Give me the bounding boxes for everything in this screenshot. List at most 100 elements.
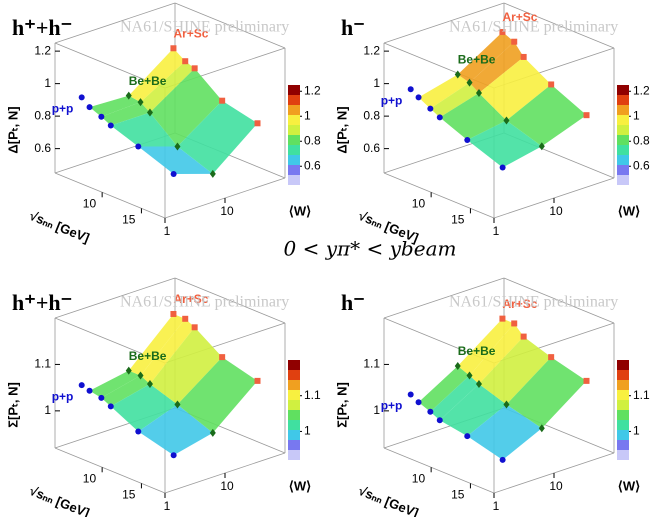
colorbar-tick-label: 0.6 <box>304 158 321 172</box>
surface-cell <box>177 357 258 433</box>
colorbar-band <box>617 410 629 420</box>
series-label: Ar+Sc <box>173 292 208 306</box>
colorbar-tick-label: 1.2 <box>304 83 321 97</box>
surface-cell <box>418 366 470 412</box>
panel-title: h⁻ <box>341 15 365 40</box>
colorbar-band <box>288 400 300 410</box>
x-tick-label: 10 <box>83 471 97 485</box>
surface-cell <box>457 318 515 376</box>
w-tick-label: 1 <box>493 224 500 238</box>
colorbar-band <box>617 135 629 145</box>
point <box>219 354 226 361</box>
z-tick-label: 1.1 <box>363 357 380 371</box>
colorbar-band <box>288 85 300 95</box>
colorbar-band <box>617 125 629 135</box>
colorbar-band <box>617 430 629 440</box>
rapidity-range: 0 < yπ* < ybeam <box>284 237 457 261</box>
point <box>464 137 471 144</box>
colorbar-tick-label: 1.1 <box>633 388 650 402</box>
series-label: Be+Be <box>129 349 167 363</box>
colorbar-tick-label: 1 <box>633 108 640 122</box>
colorbar-band <box>617 105 629 115</box>
point <box>146 108 153 117</box>
watermark: NA61/SHINE preliminary <box>120 19 289 36</box>
point <box>436 114 443 121</box>
point <box>511 320 518 327</box>
colorbar-tick-label: 1 <box>304 424 311 438</box>
cube-edge <box>174 277 286 324</box>
point <box>170 452 177 459</box>
x-tick-label: 15 <box>451 488 465 502</box>
z-tick-label: 0.6 <box>363 141 380 155</box>
panel: 1 1 1.1 1.1 10 15 1 10 p+p Be+Be Ar+Sc h⁻ NA61/SHINE… <box>334 277 650 517</box>
surface-cell <box>439 383 507 437</box>
z-axis-label: Σ[Pₜ, N] <box>5 382 20 428</box>
point <box>254 377 261 384</box>
surface-cell <box>430 375 479 421</box>
w-axis-label: ⟨W⟩ <box>289 203 311 218</box>
z-tick-label: 1 <box>373 76 380 90</box>
surface-cell <box>101 375 150 407</box>
series-label: p+p <box>52 389 74 403</box>
surface-cell <box>101 102 150 126</box>
colorbar-tick-label: 1.1 <box>304 388 321 402</box>
point <box>503 116 510 125</box>
colorbar-tick-label: 1.2 <box>633 83 650 97</box>
colorbar-band <box>617 370 629 380</box>
panel: 0.6 0.6 0.8 0.8 1 1 1.2 1.2 10 15 1 10 p+p Be+Be Ar+Sc… <box>334 2 650 246</box>
series-label: Be+Be <box>458 53 496 67</box>
point <box>538 424 545 433</box>
point <box>427 408 434 415</box>
point <box>499 29 506 36</box>
point <box>520 53 527 60</box>
cube-edge <box>174 2 286 49</box>
colorbar-band <box>617 440 629 450</box>
z-tick-label: 1 <box>44 76 51 90</box>
colorbar-tick-label: 0.8 <box>304 133 321 147</box>
point <box>520 333 527 340</box>
point <box>475 379 482 388</box>
colorbar-band <box>288 145 300 155</box>
colorbar-band <box>288 95 300 105</box>
series-label: Ar+Sc <box>502 10 537 24</box>
x-tick-label: 15 <box>451 213 465 227</box>
series-label: Be+Be <box>458 344 496 358</box>
colorbar-band <box>617 85 629 95</box>
w-tick-label: 10 <box>220 204 234 218</box>
z-axis-label: Δ[Pₜ, N] <box>334 106 349 153</box>
colorbar-band <box>288 360 300 370</box>
surface-cell <box>128 48 186 103</box>
point <box>98 394 105 401</box>
x-axis-label: √sₙₙ [GeV] <box>357 483 421 517</box>
series-label: p+p <box>381 399 403 413</box>
point <box>219 97 226 104</box>
point <box>78 382 85 389</box>
point <box>427 105 434 112</box>
point <box>407 391 414 398</box>
surface-cell <box>89 95 141 117</box>
w-axis-label: ⟨W⟩ <box>289 478 311 493</box>
point <box>548 354 555 361</box>
point <box>415 94 422 101</box>
point <box>107 122 114 129</box>
colorbar-tick-label: 0.6 <box>633 158 650 172</box>
cube-edge <box>54 277 176 319</box>
point <box>135 428 142 435</box>
point <box>170 310 177 317</box>
cube-edge <box>54 2 176 44</box>
surface-cell <box>128 313 186 376</box>
w-tick-label: 10 <box>549 204 563 218</box>
cube-edge <box>54 447 166 494</box>
point <box>137 98 144 107</box>
point <box>499 164 506 171</box>
colorbar-band <box>288 125 300 135</box>
point <box>511 38 518 45</box>
colorbar-band <box>288 115 300 125</box>
cube-edge <box>503 2 615 49</box>
colorbar-band <box>617 390 629 400</box>
point <box>499 456 506 463</box>
point <box>436 417 443 424</box>
point <box>583 112 590 119</box>
surface-cell <box>149 68 223 147</box>
